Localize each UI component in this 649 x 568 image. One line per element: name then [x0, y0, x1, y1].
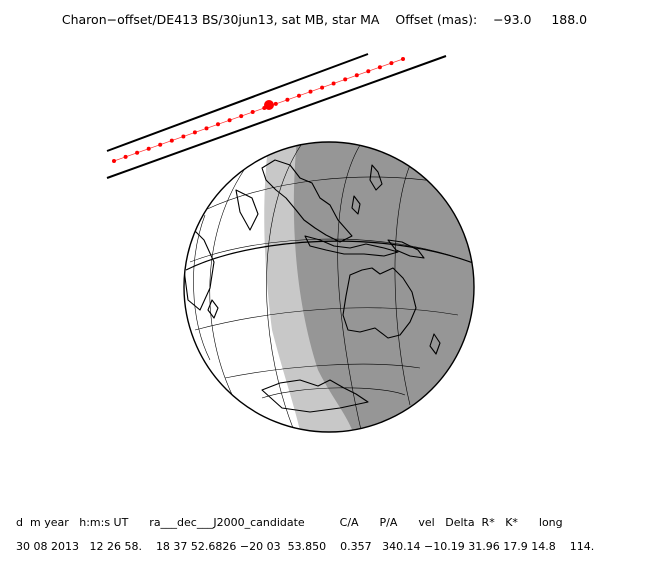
- equator: [185, 240, 474, 271]
- australia-coast: [342, 267, 417, 339]
- offset-dec-value: 188.0: [551, 12, 588, 27]
- globe-outline: [183, 141, 475, 433]
- track-dot: [112, 159, 116, 163]
- closest-approach-marker: [264, 100, 274, 110]
- track-dot: [377, 65, 382, 70]
- track-dot: [389, 61, 394, 66]
- antarctica-coast: [261, 379, 369, 413]
- night-zone: [293, 142, 474, 432]
- india-coast: [235, 189, 259, 231]
- track-dot: [401, 57, 405, 61]
- madagascar-coast: [207, 299, 219, 319]
- track-dot: [343, 77, 348, 82]
- centerline-dots: [112, 57, 405, 163]
- track-dot: [135, 150, 140, 155]
- track-dot: [216, 122, 220, 127]
- shadow-north-limit: [106, 53, 369, 152]
- graticule-parallels: [189, 176, 471, 399]
- track-dot: [250, 110, 255, 114]
- earth-globe: [184, 142, 474, 432]
- track-dot: [354, 73, 359, 78]
- track-dot: [227, 118, 232, 123]
- track-dot: [273, 101, 278, 106]
- track-dot: [297, 93, 301, 98]
- offset-ra-value: −93.0: [493, 12, 532, 27]
- centerline-track: [113, 58, 404, 162]
- track-dot: [146, 146, 151, 151]
- track-dot: [169, 138, 174, 143]
- track-dot: [308, 89, 313, 94]
- japan-coast: [369, 164, 383, 191]
- philippines-coast: [351, 195, 361, 215]
- track-dot: [158, 142, 163, 147]
- track-dot: [320, 85, 325, 90]
- track-dot: [181, 134, 186, 139]
- shadow-south-limit: [106, 55, 447, 179]
- table-values-row: 30 08 2013 12 26 58. 18 37 52.6826 −20 0…: [16, 540, 595, 553]
- table-column-headers: d m year h:m:s UT ra___dec___J2000_candi…: [16, 516, 563, 529]
- asia-coast: [261, 159, 353, 243]
- new-guinea-coast: [387, 239, 425, 259]
- track-dot: [239, 114, 244, 119]
- plot-header: Charon−offset/DE413 BS/30jun13, sat MB, …: [0, 12, 649, 27]
- track-dot: [204, 126, 209, 131]
- plot-title: Charon−offset/DE413 BS/30jun13, sat MB, …: [61, 12, 380, 27]
- new-zealand-coast: [429, 333, 441, 355]
- track-dot: [331, 81, 336, 86]
- offset-label: Offset (mas):: [395, 12, 478, 27]
- track-dot: [285, 97, 290, 102]
- graticule-meridians: [193, 144, 411, 431]
- track-dot: [192, 130, 197, 135]
- coastlines: [184, 159, 441, 413]
- track-dot: [123, 154, 128, 159]
- track-dot: [366, 69, 371, 74]
- indonesia-coast: [304, 235, 399, 257]
